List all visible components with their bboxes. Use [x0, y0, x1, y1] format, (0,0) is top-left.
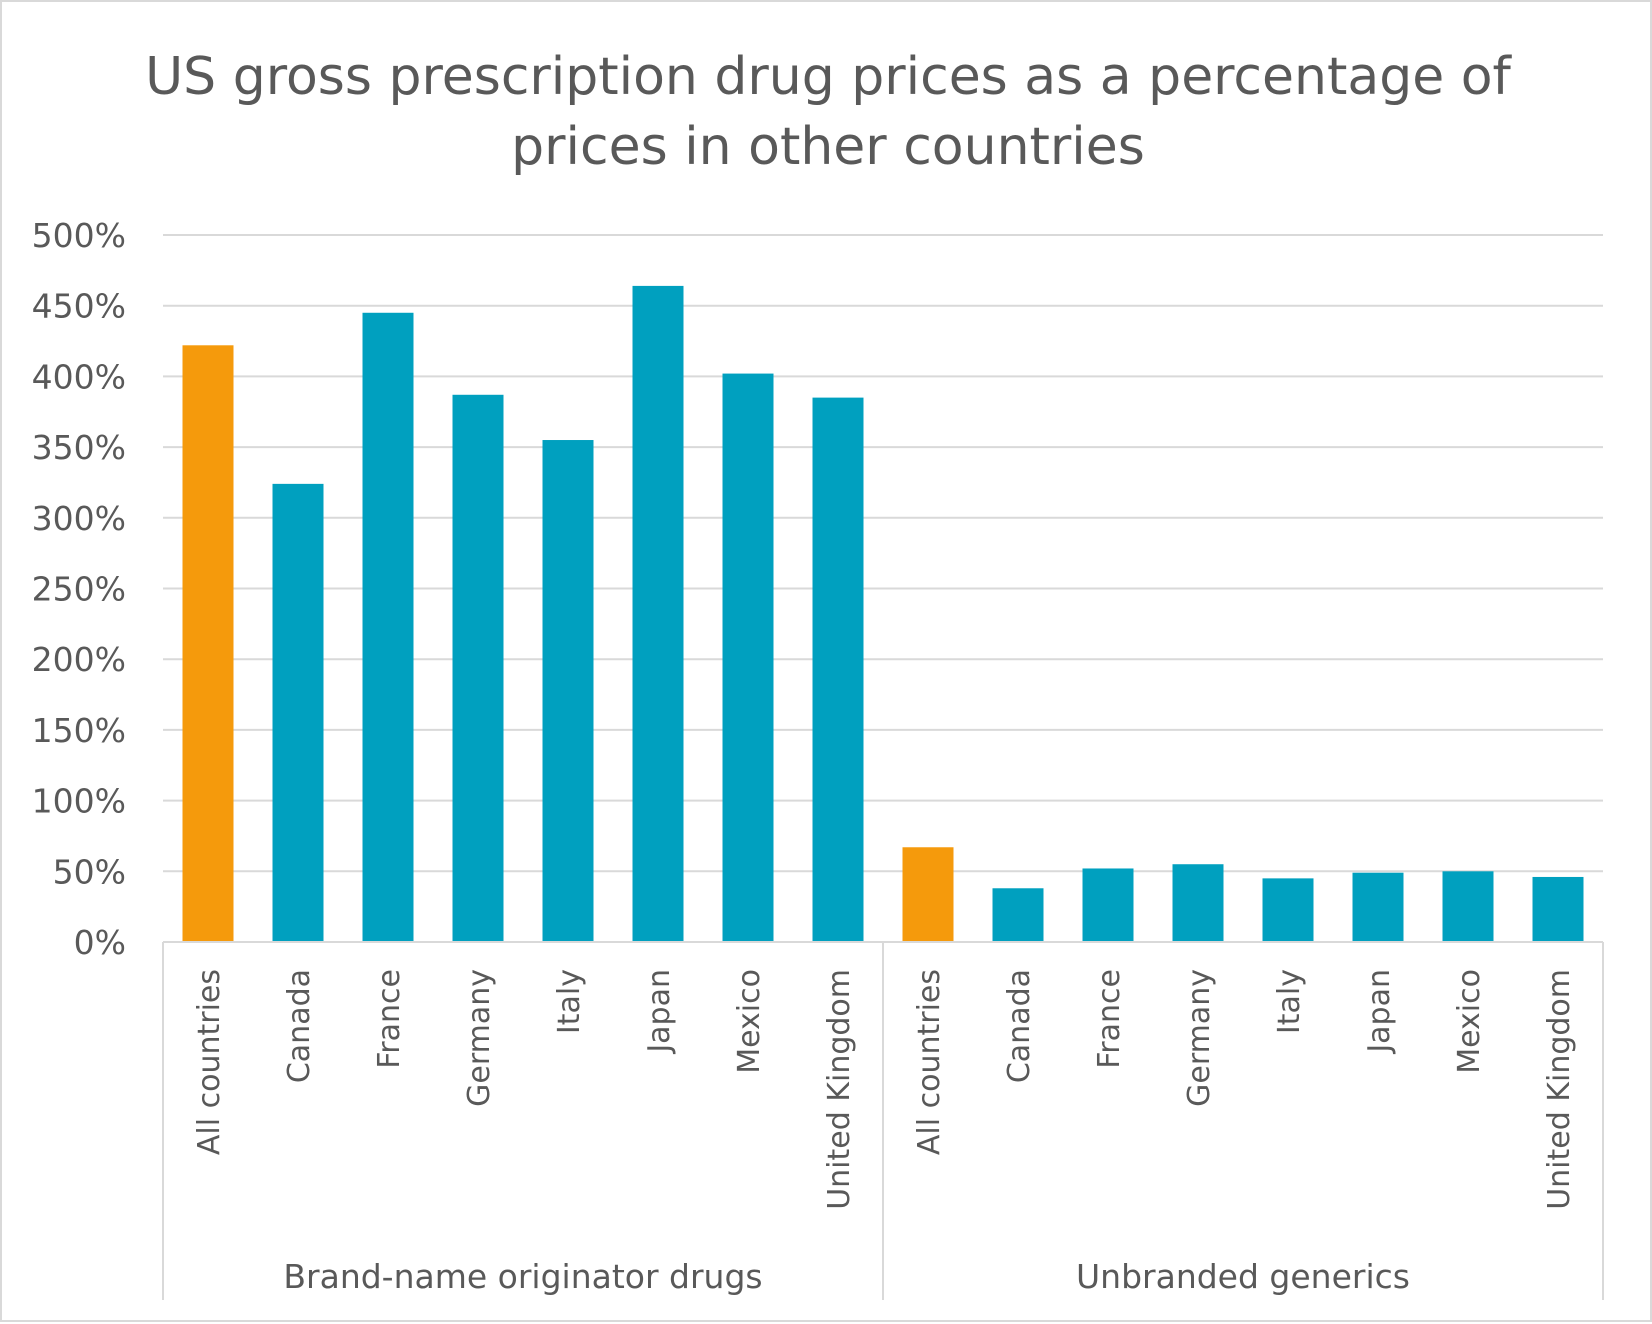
x-axis — [162, 941, 1604, 1300]
bar-brand-germany — [452, 394, 504, 943]
x-tick-label: All countries — [192, 969, 227, 1155]
bar-generic-germany — [1172, 864, 1224, 942]
bar-brand-united-kingdom — [812, 397, 864, 942]
x-tick-label: United Kingdom — [1542, 969, 1577, 1210]
x-tick-label: Italy — [552, 969, 587, 1034]
bar-generic-italy — [1262, 878, 1314, 942]
bar-brand-france — [362, 312, 414, 942]
x-tick-label: United Kingdom — [822, 969, 857, 1210]
bar-generic-canada — [992, 888, 1044, 942]
x-tick-label: France — [1092, 969, 1127, 1069]
bar-generic-japan — [1352, 872, 1404, 942]
y-tick-label: 150% — [32, 711, 126, 750]
x-tick-label: Germany — [1182, 969, 1217, 1107]
x-tick-label: France — [372, 969, 407, 1069]
chart-title-line-2: prices in other countries — [511, 117, 1145, 177]
bar-generic-united-kingdom — [1532, 876, 1584, 942]
y-tick-label: 250% — [32, 570, 126, 609]
y-tick-label: 100% — [32, 782, 126, 821]
bar-generic-france — [1082, 868, 1134, 942]
x-tick-label: Italy — [1272, 969, 1307, 1034]
y-tick-label: 400% — [32, 357, 126, 396]
x-tick-label: Japan — [642, 969, 677, 1055]
bar-brand-mexico — [722, 373, 774, 942]
x-tick-label: Canada — [1002, 969, 1037, 1083]
y-tick-label: 50% — [53, 852, 126, 891]
bars — [182, 285, 1584, 943]
bar-brand-japan — [632, 285, 684, 942]
bar-generic-mexico — [1442, 871, 1494, 942]
y-tick-label: 450% — [32, 287, 126, 326]
x-tick-label: Germany — [462, 969, 497, 1107]
bar-brand-canada — [272, 483, 324, 942]
x-tick-label: Mexico — [1452, 969, 1487, 1074]
y-tick-label: 300% — [32, 499, 126, 538]
chart-title-line-1: US gross prescription drug prices as a p… — [145, 47, 1512, 107]
x-tick-label: Mexico — [732, 969, 767, 1074]
y-tick-label: 0% — [74, 923, 126, 962]
x-tick-label: Japan — [1362, 969, 1397, 1055]
bar-brand-all-countries — [182, 345, 234, 942]
group-label: Brand-name originator drugs — [283, 1257, 762, 1296]
group-label: Unbranded generics — [1076, 1257, 1410, 1296]
x-tick-label: Canada — [282, 969, 317, 1083]
y-axis-ticks: 0% 50% 100% 150% 200% 250% 300% 350% 400% 450% 500… — [32, 216, 126, 962]
y-tick-label: 200% — [32, 640, 126, 679]
x-tick-label: All countries — [912, 969, 947, 1155]
bar-brand-italy — [542, 440, 594, 942]
y-tick-label: 500% — [32, 216, 126, 255]
y-tick-label: 350% — [32, 428, 126, 467]
bar-generic-all-countries — [902, 847, 954, 942]
x-axis-ticks: All countries Canada France Germany Italy Jap… — [192, 969, 1577, 1210]
group-labels: Brand-name originator drugs Unbranded gen… — [283, 1257, 1410, 1296]
